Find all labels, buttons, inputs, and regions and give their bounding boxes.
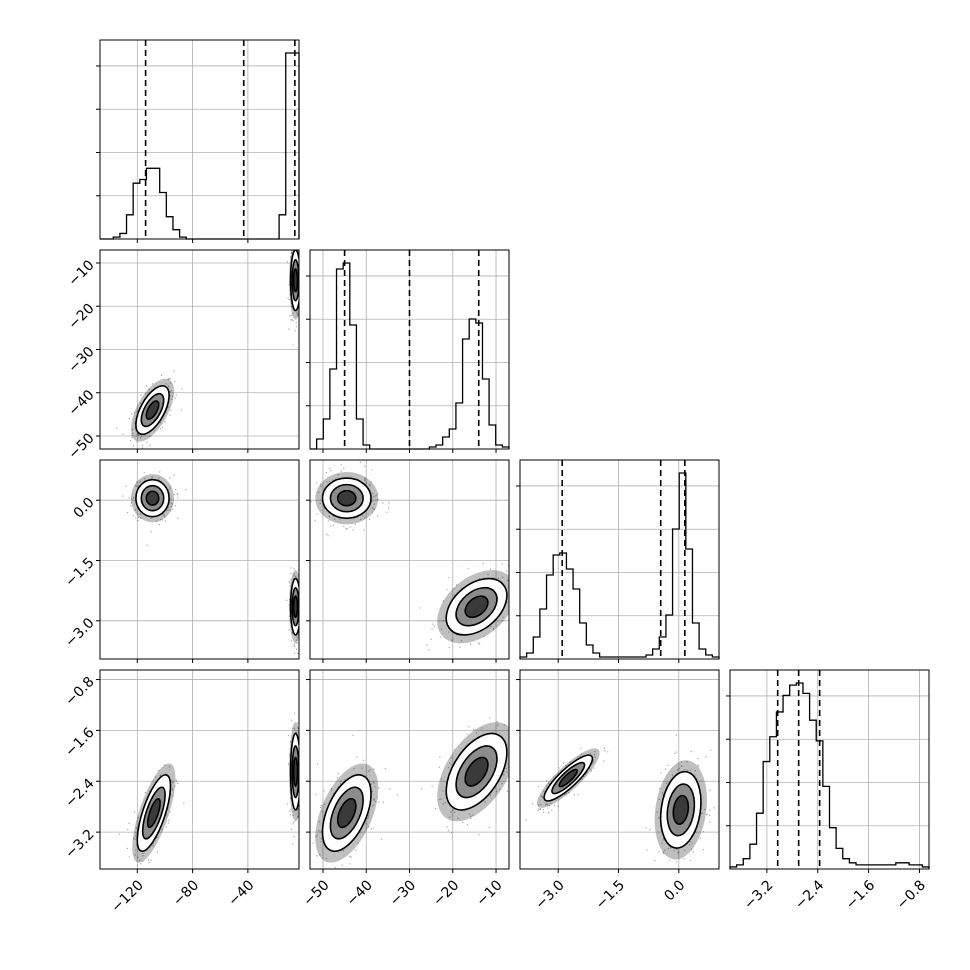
hist-step-3	[729, 682, 930, 869]
contour-level-2	[464, 756, 489, 787]
y-tick-label: −40	[65, 387, 97, 419]
contour-level-2	[464, 595, 489, 619]
pair-panel-bg	[100, 460, 299, 659]
x-tick-label: −3.2	[741, 877, 776, 912]
contour-level-2	[336, 797, 357, 829]
x-tick-label: −20	[430, 877, 462, 909]
hist-panel-frame	[519, 459, 720, 660]
pair-density	[310, 461, 509, 651]
contour-level-2	[336, 489, 357, 507]
y-tick-label: −10	[65, 257, 97, 289]
contour-level-2	[145, 490, 160, 506]
hist-panel-frame	[99, 39, 300, 240]
x-tick-label: −120	[108, 877, 147, 916]
scatter-points	[116, 370, 183, 449]
x-tick-label: −1.6	[843, 877, 878, 912]
y-tick-label: −50	[65, 430, 97, 462]
pair-panel-frame	[99, 669, 300, 870]
pair-density	[122, 471, 299, 654]
hist-step-2	[519, 472, 720, 659]
y-tick-label: −2.4	[62, 776, 97, 811]
hist-panel-bg	[520, 460, 719, 659]
pair-density	[525, 734, 719, 863]
contour-level-2	[672, 794, 690, 825]
x-tick-label: −40	[344, 877, 376, 909]
y-tick-label: −30	[65, 344, 97, 376]
pair-panel-3-1	[309, 669, 510, 870]
y-tick-label: −1.5	[62, 555, 97, 590]
y-tick-label: −3.2	[62, 826, 97, 861]
x-tick-label: −50	[300, 877, 332, 909]
hist-panel-bg	[100, 40, 299, 239]
hist-panel-bg	[730, 670, 929, 869]
pair-panel-3-0	[99, 669, 300, 870]
contour-level-2	[145, 400, 160, 420]
contour-level-2	[292, 756, 299, 787]
contour-level-2	[292, 595, 299, 619]
x-tick-label: −0.8	[894, 877, 929, 912]
pair-panel-3-2	[519, 669, 720, 870]
x-tick-label: −1.5	[593, 877, 628, 912]
x-tick-label: −80	[170, 877, 202, 909]
pair-panel-2-0	[99, 459, 300, 660]
y-tick-label: −20	[65, 301, 97, 333]
contour-level-2	[558, 768, 579, 788]
y-tick-label: −3.0	[62, 615, 97, 650]
pair-panel-frame	[519, 669, 720, 870]
y-tick-label: 0.0	[71, 495, 98, 522]
pair-panel-2-1	[309, 459, 510, 660]
hist-panel-0	[96, 39, 300, 240]
pair-density	[312, 717, 509, 869]
x-tick-label: −10	[473, 877, 505, 909]
pair-panel-1-0	[99, 249, 300, 450]
hist-panel-frame	[729, 669, 930, 870]
hist-panel-1	[306, 249, 510, 450]
x-tick-label: 0.0	[661, 877, 688, 904]
scatter-points	[286, 712, 299, 845]
contour-level-2	[146, 797, 161, 829]
x-tick-label: −3.0	[532, 877, 567, 912]
y-tick-label: −1.6	[62, 725, 97, 760]
scatter-points	[419, 563, 509, 651]
hist-panel-3	[726, 669, 930, 870]
x-tick-label: −30	[387, 877, 419, 909]
contour-level-2	[292, 268, 299, 293]
x-tick-label: −2.4	[792, 877, 827, 912]
pair-panel-frame	[99, 459, 300, 660]
y-tick-label: −0.8	[62, 674, 97, 709]
x-tick-label: −40	[225, 877, 257, 909]
hist-panel-2	[516, 459, 720, 660]
pair-panel-bg	[100, 670, 299, 869]
